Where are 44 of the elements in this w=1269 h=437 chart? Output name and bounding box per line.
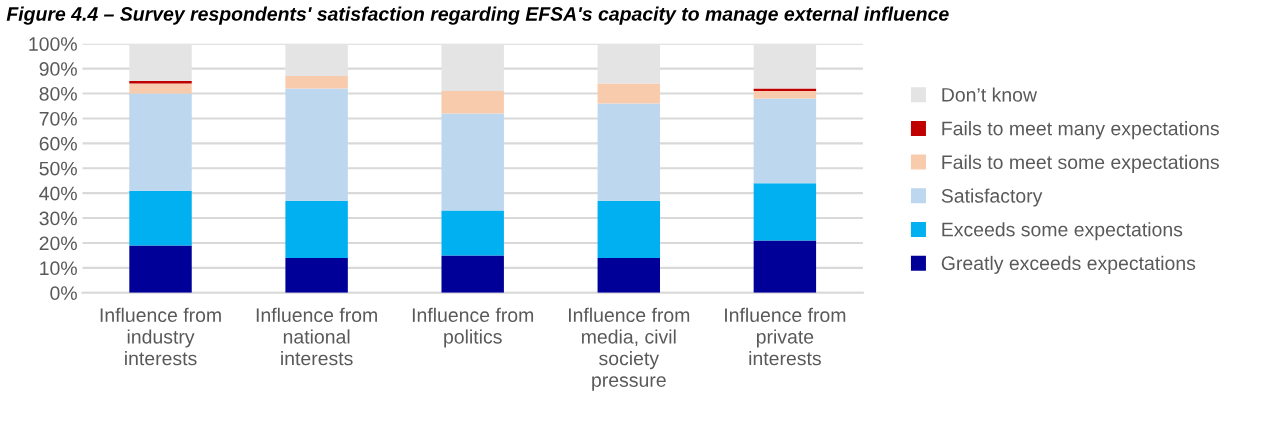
- x-tick-label: Influence from media, civil society pressure: [568, 307, 690, 391]
- y-tick-label: 10%: [40, 261, 77, 276]
- x-tick-label: Influence from private interests: [725, 307, 846, 366]
- y-tick-label: 30%: [39, 211, 77, 226]
- bar: [441, 91, 504, 114]
- bar: [129, 81, 192, 84]
- bar: [129, 93, 192, 191]
- x-tick-label: Influence from industry interests: [100, 307, 221, 366]
- x-tick-label: Influence from national interests: [256, 307, 377, 366]
- y-tick-label: 100%: [29, 37, 77, 51]
- bar: [753, 98, 817, 184]
- legend-label: Exceeds some expectations: [942, 222, 1183, 241]
- y-tick-label: 0%: [50, 286, 77, 301]
- bar: [597, 200, 661, 258]
- bar: [129, 83, 192, 94]
- y-tick-label: 70%: [39, 111, 77, 126]
- y-tick-label: 80%: [39, 86, 77, 101]
- bar: [441, 210, 504, 256]
- bar: [285, 200, 348, 258]
- bar: [285, 88, 348, 201]
- bar: [597, 103, 661, 201]
- x-tick-label: Influence from politics: [412, 307, 534, 348]
- bar: [441, 113, 504, 211]
- bar: [285, 257, 348, 293]
- y-tick-label: 50%: [39, 161, 77, 176]
- bar: [753, 183, 817, 241]
- legend-label: Don’t know: [942, 87, 1038, 102]
- bar: [597, 257, 661, 293]
- bar: [285, 76, 348, 89]
- bar: [129, 245, 192, 293]
- chart-title: Figure 4.4 – Survey respondents' satisfaction regarding EFSA's capacity to manage external influence: [6, 6, 949, 25]
- bar: [441, 255, 504, 293]
- bar: [753, 91, 817, 99]
- bar: [129, 190, 192, 246]
- bar: [597, 83, 661, 104]
- legend-label: Fails to meet many expectations: [942, 121, 1219, 140]
- y-tick-label: 90%: [39, 62, 77, 76]
- y-tick-label: 60%: [39, 136, 77, 151]
- legend-label: Fails to meet some expectations: [942, 154, 1219, 173]
- y-tick-label: 20%: [39, 236, 77, 251]
- bar: [753, 240, 817, 293]
- y-tick-label: 40%: [39, 186, 77, 201]
- legend-label: Satisfactory: [941, 188, 1043, 207]
- legend-label: Greatly exceeds expectations: [941, 255, 1196, 274]
